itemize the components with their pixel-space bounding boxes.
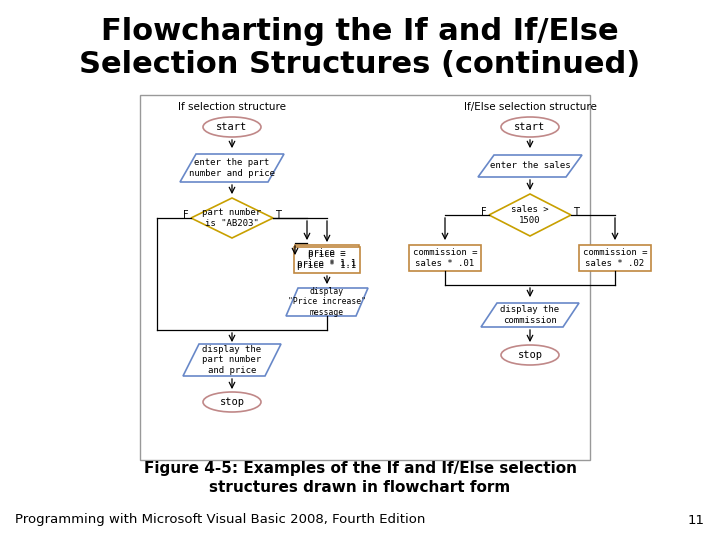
Ellipse shape <box>203 117 261 137</box>
Polygon shape <box>191 198 273 238</box>
Ellipse shape <box>501 117 559 137</box>
Text: enter the part
number and price: enter the part number and price <box>189 158 275 178</box>
Text: display the
part number
and price: display the part number and price <box>202 345 261 375</box>
Text: Programming with Microsoft Visual Basic 2008, Fourth Edition: Programming with Microsoft Visual Basic … <box>15 514 426 526</box>
Text: price =
price * 1.1: price = price * 1.1 <box>297 251 356 269</box>
Text: T: T <box>573 207 579 217</box>
Text: part number
is "AB203": part number is "AB203" <box>202 208 261 228</box>
Text: If selection structure: If selection structure <box>178 102 286 112</box>
Text: commission =
sales * .01: commission = sales * .01 <box>413 248 477 268</box>
Text: Figure 4-5: Examples of the If and If/Else selection
structures drawn in flowcha: Figure 4-5: Examples of the If and If/El… <box>143 461 577 495</box>
Text: F: F <box>482 207 487 217</box>
Bar <box>140 95 590 460</box>
Polygon shape <box>183 344 281 376</box>
Bar <box>579 245 651 271</box>
Text: display the
commission: display the commission <box>500 305 559 325</box>
Text: stop: stop <box>220 397 245 407</box>
Text: enter the sales: enter the sales <box>490 161 570 171</box>
Ellipse shape <box>501 345 559 365</box>
Bar <box>409 245 481 271</box>
Text: Flowcharting the If and If/Else
Selection Structures (continued): Flowcharting the If and If/Else Selectio… <box>79 17 641 79</box>
Polygon shape <box>478 155 582 177</box>
Text: price =
price * 1.1: price = price * 1.1 <box>297 248 356 268</box>
Text: commission =
sales * .02: commission = sales * .02 <box>582 248 647 268</box>
Polygon shape <box>489 194 571 236</box>
Text: If/Else selection structure: If/Else selection structure <box>464 102 596 112</box>
Ellipse shape <box>203 392 261 412</box>
Text: start: start <box>217 122 248 132</box>
Text: display
"Price increase"
message: display "Price increase" message <box>288 287 366 317</box>
Polygon shape <box>286 288 368 316</box>
Text: stop: stop <box>518 350 542 360</box>
Text: F: F <box>184 210 189 220</box>
Text: 11: 11 <box>688 514 705 526</box>
Polygon shape <box>481 303 579 327</box>
Bar <box>295 245 359 271</box>
Text: sales >
1500: sales > 1500 <box>511 205 549 225</box>
Text: T: T <box>275 210 281 220</box>
Text: start: start <box>514 122 546 132</box>
Bar <box>294 247 360 273</box>
Polygon shape <box>180 154 284 182</box>
